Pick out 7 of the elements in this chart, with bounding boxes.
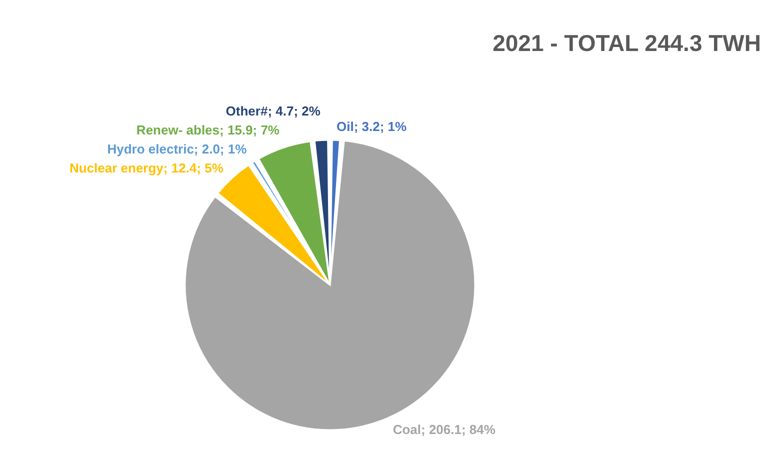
slice-label: Other#; 4.7; 2% <box>226 103 321 118</box>
slice-label: Oil; 3.2; 1% <box>336 119 408 134</box>
slice-label: Coal; 206.1; 84% <box>392 422 496 437</box>
slice-label: Renew- ables; 15.9; 7% <box>136 122 280 138</box>
slice-label: Nuclear energy; 12.4; 5% <box>69 160 224 176</box>
text: 2021 - TOTAL 244.3 TWH <box>492 30 761 56</box>
slice-label: Hydro electric; 2.0; 1% <box>107 141 248 156</box>
